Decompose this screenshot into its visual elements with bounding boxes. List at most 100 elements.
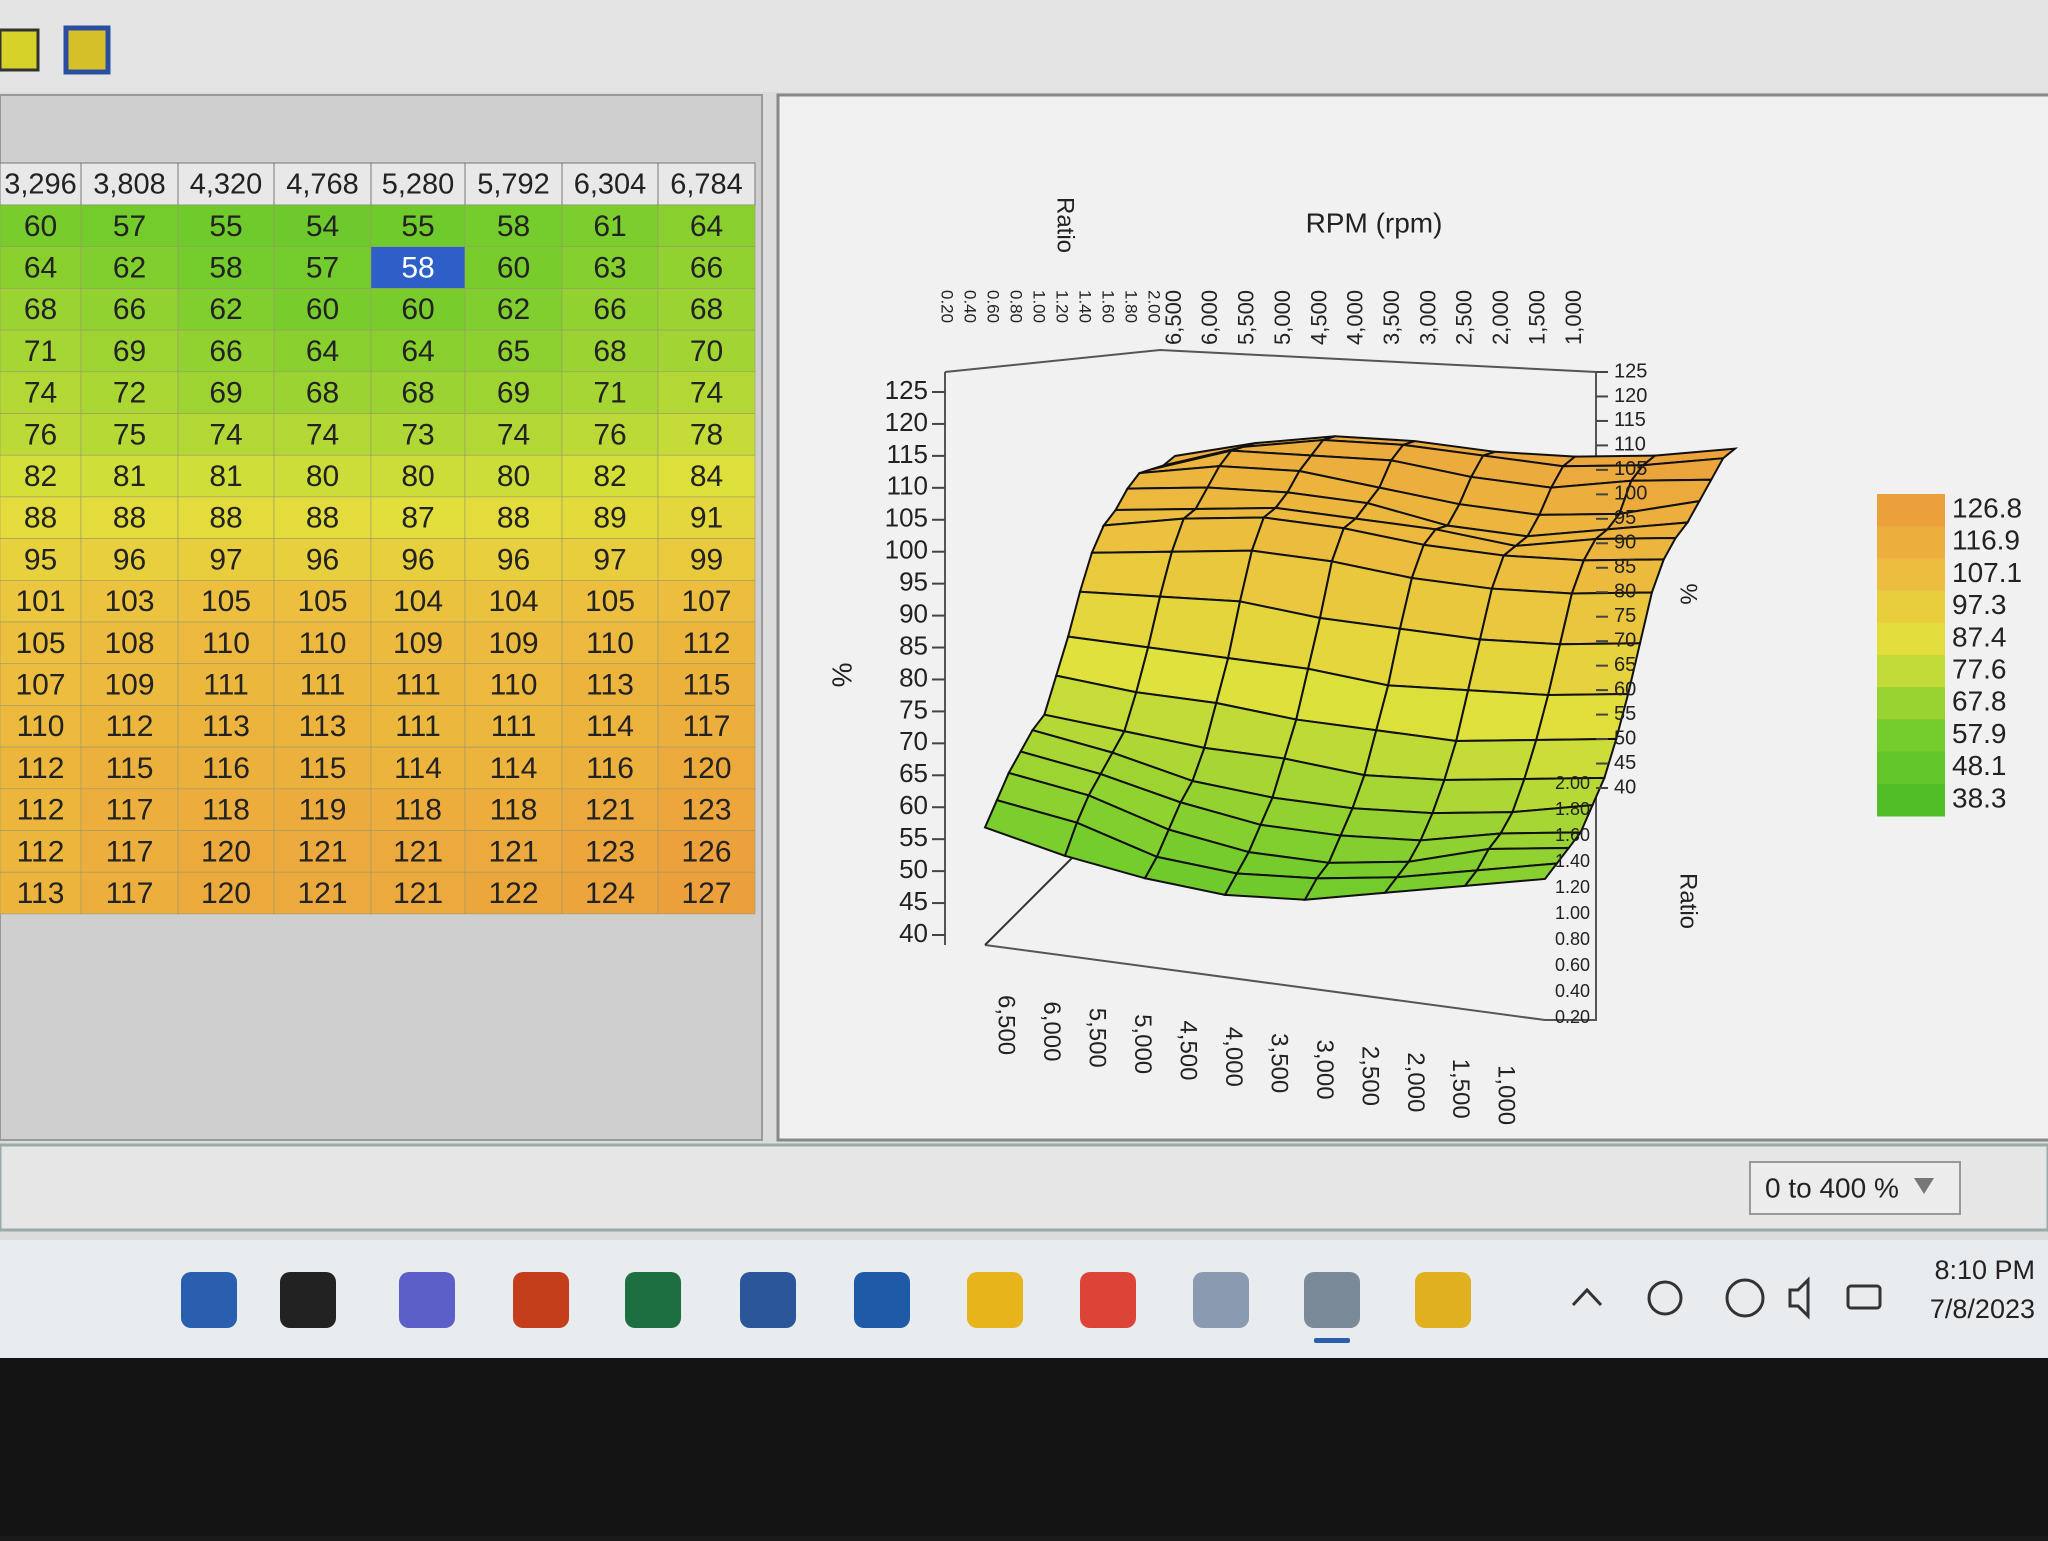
cell[interactable] xyxy=(80,204,179,248)
cell[interactable] xyxy=(273,871,372,915)
cell[interactable] xyxy=(561,705,659,748)
taskbar-icon[interactable] xyxy=(399,1272,455,1328)
cell[interactable] xyxy=(657,705,756,748)
cell[interactable] xyxy=(0,204,82,248)
cell[interactable] xyxy=(561,204,659,248)
taskbar-icon[interactable] xyxy=(1080,1272,1136,1328)
cell[interactable] xyxy=(561,288,659,331)
cell[interactable] xyxy=(657,204,756,248)
cell[interactable] xyxy=(657,496,756,539)
taskbar-icon[interactable] xyxy=(280,1272,336,1328)
cell[interactable] xyxy=(370,746,466,790)
cell[interactable] xyxy=(370,538,466,581)
cell[interactable] xyxy=(0,830,82,873)
cell[interactable] xyxy=(80,746,179,790)
cell[interactable] xyxy=(657,246,756,289)
cell[interactable] xyxy=(0,246,82,289)
cell[interactable] xyxy=(177,788,275,831)
cell[interactable] xyxy=(657,663,756,706)
cell[interactable] xyxy=(80,705,179,748)
taskbar-icon[interactable] xyxy=(1193,1272,1249,1328)
cell[interactable] xyxy=(80,663,179,706)
cell[interactable] xyxy=(370,413,466,456)
cell[interactable] xyxy=(177,496,275,539)
cell[interactable] xyxy=(657,746,756,790)
cell[interactable] xyxy=(273,621,372,665)
cell[interactable] xyxy=(370,788,466,831)
cell[interactable] xyxy=(0,871,82,915)
cell[interactable] xyxy=(561,538,659,581)
cell[interactable] xyxy=(464,496,563,539)
cell[interactable] xyxy=(177,413,275,456)
cell[interactable] xyxy=(80,371,179,414)
cell[interactable] xyxy=(464,454,563,498)
cell[interactable] xyxy=(370,371,466,414)
cell[interactable] xyxy=(0,746,82,790)
taskbar-icon[interactable] xyxy=(967,1272,1023,1328)
cell[interactable] xyxy=(273,579,372,623)
cell[interactable] xyxy=(80,329,179,373)
cell[interactable] xyxy=(80,830,179,873)
cell[interactable] xyxy=(273,830,372,873)
tray-arrow[interactable] xyxy=(1571,1287,1603,1307)
cell[interactable] xyxy=(177,246,275,289)
cell[interactable] xyxy=(0,454,82,498)
dropdown-arrow[interactable] xyxy=(1914,1178,1934,1194)
cell[interactable] xyxy=(464,204,563,248)
tray-icon[interactable] xyxy=(1725,1278,1765,1318)
cell[interactable] xyxy=(0,705,82,748)
cell[interactable] xyxy=(561,788,659,831)
cell[interactable] xyxy=(561,329,659,373)
cell[interactable] xyxy=(657,788,756,831)
cell[interactable] xyxy=(177,288,275,331)
taskbar-icon[interactable] xyxy=(625,1272,681,1328)
cell[interactable] xyxy=(561,621,659,665)
taskbar-icon[interactable] xyxy=(181,1272,237,1328)
tray-icon[interactable] xyxy=(1647,1280,1683,1316)
cell[interactable] xyxy=(80,871,179,915)
range-text[interactable]: 0 to 400 % xyxy=(1765,1172,1899,1203)
cell[interactable] xyxy=(561,496,659,539)
cell[interactable] xyxy=(370,705,466,748)
cell[interactable] xyxy=(561,871,659,915)
cell[interactable] xyxy=(370,246,466,289)
cell[interactable] xyxy=(370,204,466,248)
cell[interactable] xyxy=(657,538,756,581)
cell[interactable] xyxy=(464,871,563,915)
cell[interactable] xyxy=(464,288,563,331)
cell[interactable] xyxy=(657,288,756,331)
cell[interactable] xyxy=(370,454,466,498)
cell[interactable] xyxy=(273,454,372,498)
cell[interactable] xyxy=(561,746,659,790)
cell[interactable] xyxy=(657,371,756,414)
cell[interactable] xyxy=(177,538,275,581)
cell[interactable] xyxy=(370,288,466,331)
cell[interactable] xyxy=(464,663,563,706)
cell[interactable] xyxy=(273,705,372,748)
cell[interactable] xyxy=(464,621,563,665)
clock-date[interactable]: 7/8/2023 xyxy=(1930,1294,2035,1324)
cell[interactable] xyxy=(273,746,372,790)
tray-icon[interactable] xyxy=(1788,1276,1810,1320)
cell[interactable] xyxy=(464,830,563,873)
cell[interactable] xyxy=(273,788,372,831)
tray-icon[interactable] xyxy=(1846,1284,1882,1310)
cell[interactable] xyxy=(80,538,179,581)
cell[interactable] xyxy=(464,413,563,456)
cell[interactable] xyxy=(370,871,466,915)
cell[interactable] xyxy=(80,496,179,539)
cell[interactable] xyxy=(80,288,179,331)
cell[interactable] xyxy=(561,663,659,706)
cell[interactable] xyxy=(561,246,659,289)
cell[interactable] xyxy=(464,788,563,831)
cell[interactable] xyxy=(177,705,275,748)
cell[interactable] xyxy=(177,830,275,873)
cell[interactable] xyxy=(657,830,756,873)
taskbar-icon[interactable] xyxy=(1415,1272,1471,1328)
clock-time[interactable]: 8:10 PM xyxy=(1934,1255,2035,1285)
cell[interactable] xyxy=(80,454,179,498)
cell[interactable] xyxy=(80,413,179,456)
taskbar-icon[interactable] xyxy=(1304,1272,1360,1328)
cell[interactable] xyxy=(464,705,563,748)
cell[interactable] xyxy=(0,538,82,581)
